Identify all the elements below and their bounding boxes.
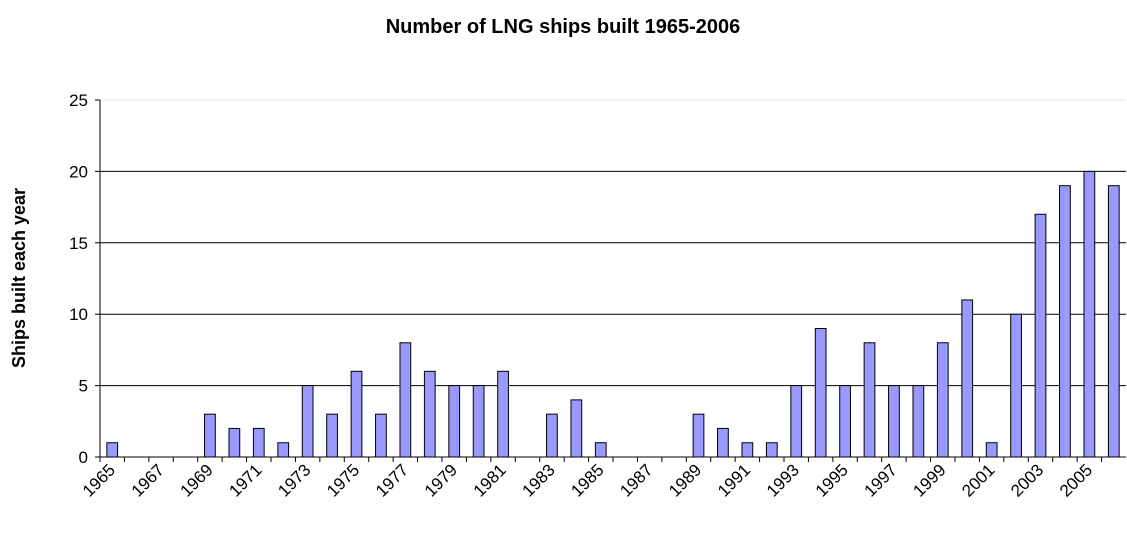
x-tick-label: 2005 [1056, 460, 1096, 500]
bar [985, 442, 998, 458]
bar [1059, 185, 1071, 458]
bar [570, 399, 583, 458]
bar [1010, 313, 1022, 458]
x-tick-label: 2003 [1007, 460, 1047, 500]
x-tick-label: 2001 [958, 460, 998, 500]
bar [204, 413, 216, 458]
chart-title: Number of LNG ships built 1965-2006 [386, 16, 741, 38]
bar [1107, 185, 1120, 458]
x-tick-label: 1969 [177, 460, 217, 500]
bar [912, 385, 925, 458]
bar [350, 370, 363, 458]
bar [594, 442, 607, 458]
x-tick-label: 1975 [323, 460, 363, 500]
bar [301, 385, 314, 458]
x-tick-label: 1981 [470, 460, 510, 500]
bar [863, 342, 876, 458]
bar [423, 370, 436, 458]
y-tick-label: 25 [69, 91, 88, 110]
bar [497, 370, 509, 458]
y-axis-label: Ships built each year [9, 188, 29, 368]
x-tick-label: 1999 [909, 460, 949, 500]
x-tick-label: 1977 [372, 460, 412, 500]
bar [277, 442, 290, 458]
bar [692, 413, 705, 458]
x-tick-label: 1991 [714, 460, 754, 500]
x-tick-label: 1983 [519, 460, 559, 500]
y-tick-label: 15 [69, 234, 88, 253]
bar [814, 327, 827, 458]
x-tick-label: 1989 [665, 460, 705, 500]
bar [252, 427, 265, 458]
x-tick-label: 1971 [225, 460, 265, 500]
bar [399, 342, 412, 458]
x-tick-label: 1967 [128, 460, 168, 500]
bar [228, 427, 241, 458]
x-tick-label: 1973 [274, 460, 314, 500]
bar [717, 427, 729, 458]
y-tick-label: 0 [79, 448, 88, 467]
bar [375, 413, 387, 458]
x-tick-label: 1993 [763, 460, 803, 500]
bar [839, 385, 851, 458]
x-tick-label: 1997 [861, 460, 901, 500]
y-tick-label: 10 [69, 305, 88, 324]
x-tick-label: 1985 [567, 460, 607, 500]
bar [1034, 213, 1047, 458]
bar [765, 442, 778, 458]
bar [741, 442, 754, 458]
bar [106, 442, 119, 458]
y-tick-label: 5 [79, 377, 88, 396]
bar [936, 342, 949, 458]
bar [472, 385, 485, 458]
x-tick-label: 1995 [812, 460, 852, 500]
bar [790, 385, 803, 458]
bar [326, 413, 338, 458]
bar [1083, 170, 1096, 458]
bar [546, 413, 558, 458]
y-tick-label: 20 [69, 162, 88, 181]
bar [888, 385, 900, 458]
x-tick-label: 1979 [421, 460, 461, 500]
bar [448, 385, 461, 458]
bar [961, 299, 974, 458]
x-tick-label: 1987 [616, 460, 656, 500]
